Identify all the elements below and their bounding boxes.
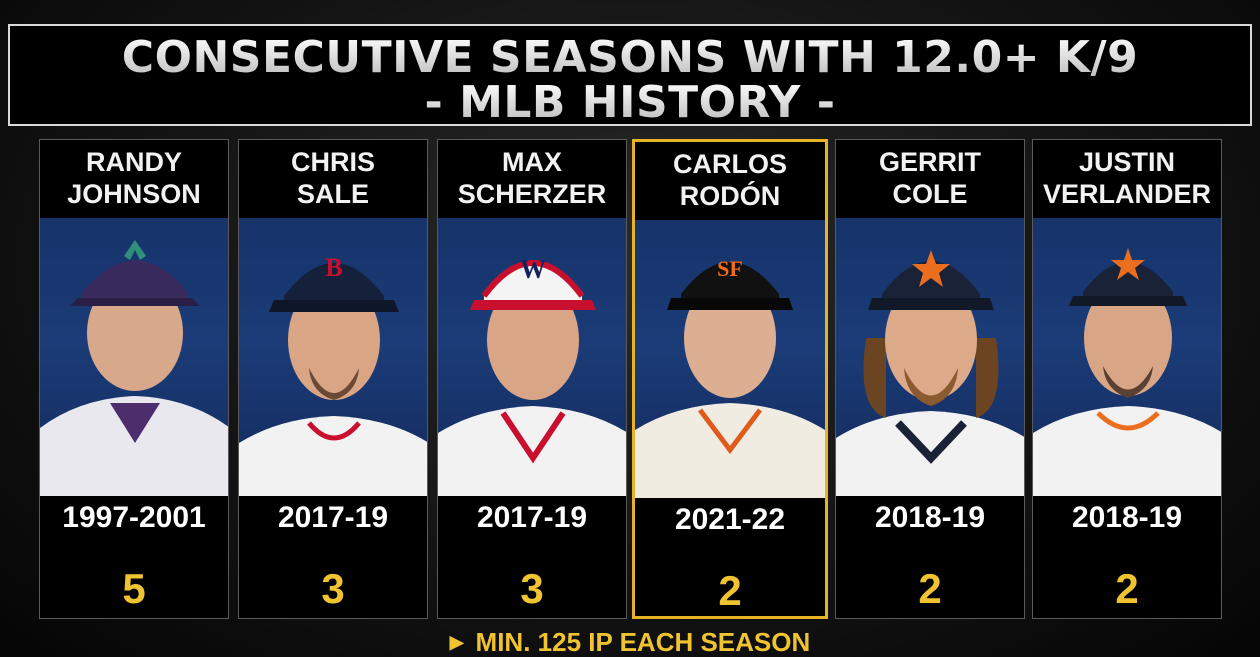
consecutive-count: 2 [718,567,742,614]
player-card: CHRIS SALE B 2017-19 3 [238,139,428,619]
player-name: CHRIS SALE [239,146,427,216]
seasons-range: 2017-19 [476,501,588,534]
player-photo [1033,218,1221,496]
player-name: MAX SCHERZER [438,146,626,216]
player-last-name: SALE [296,179,369,209]
player-photo: B [239,218,427,496]
player-last-name: JOHNSON [67,179,201,209]
player-first-name: MAX [502,147,562,177]
consecutive-count: 2 [918,565,942,612]
player-first-name: JUSTIN [1078,147,1176,177]
player-first-name: CARLOS [673,149,787,179]
player-name: GERRIT COLE [836,146,1024,216]
footnote-text: MIN. 125 IP EACH SEASON [475,627,811,657]
player-last-name: VERLANDER [1042,179,1211,209]
consecutive-count: 3 [520,565,544,612]
player-last-name: COLE [892,179,968,209]
player-photo: SF [635,220,825,498]
consecutive-count: 2 [1115,565,1139,612]
player-name: JUSTIN VERLANDER [1033,146,1221,216]
seasons-range: 2021-22 [674,503,786,536]
seasons-range: 2018-19 [874,501,986,534]
page-title: CONSECUTIVE SEASONS WITH 12.0+ K/9 [10,34,1250,82]
player-photo: W [438,218,626,496]
consecutive-count: 3 [321,565,345,612]
player-last-name: SCHERZER [457,179,607,209]
play-triangle-icon: ▶ [449,632,464,652]
player-photo [40,218,228,496]
player-card: JUSTIN VERLANDER 2018-19 2 [1032,139,1222,619]
footnote: ▶ MIN. 125 IP EACH SEASON [0,627,1260,657]
player-card: GERRIT COLE 2018-19 2 [835,139,1025,619]
player-card: MAX SCHERZER W 2017-19 3 [437,139,627,619]
player-name: RANDY JOHNSON [40,146,228,216]
seasons-range: 2017-19 [277,501,389,534]
svg-text:W: W [520,255,546,284]
svg-text:SF: SF [717,256,743,281]
player-card-highlighted: CARLOS RODÓN SF 2021-22 2 [632,139,828,619]
title-banner: CONSECUTIVE SEASONS WITH 12.0+ K/9 - MLB… [8,24,1252,126]
svg-text:B: B [325,253,342,282]
seasons-range: 2018-19 [1071,501,1183,534]
player-first-name: CHRIS [290,147,375,177]
player-first-name: GERRIT [878,147,981,177]
player-card: RANDY JOHNSON 1997-2001 5 [39,139,229,619]
player-name: CARLOS RODÓN [635,148,825,218]
player-photo [836,218,1024,496]
page-subtitle: - MLB HISTORY - [10,80,1250,126]
seasons-range: 1997-2001 [62,501,206,534]
consecutive-count: 5 [122,565,146,612]
player-last-name: RODÓN [679,181,781,211]
player-first-name: RANDY [85,147,182,177]
